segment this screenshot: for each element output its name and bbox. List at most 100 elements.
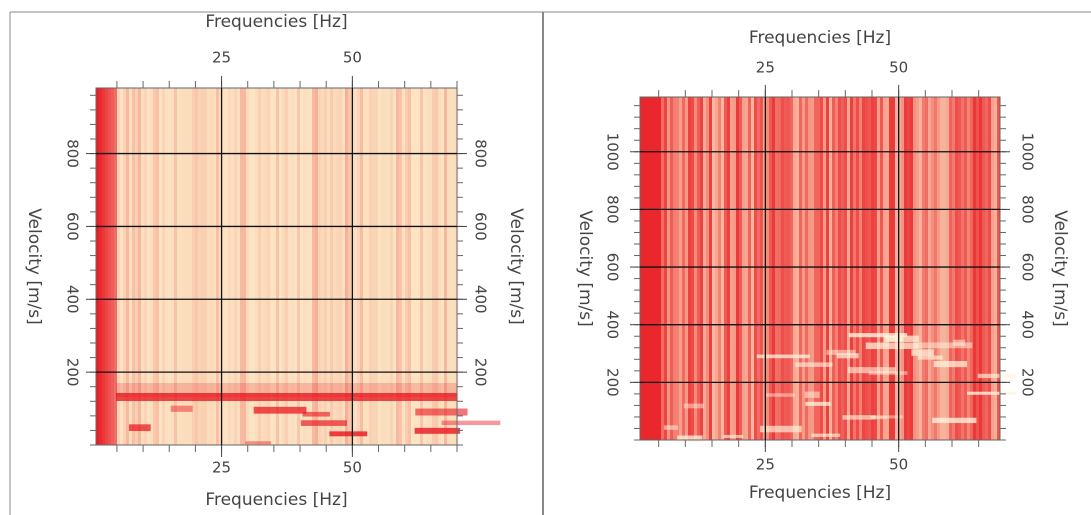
texture	[976, 97, 979, 440]
texture	[904, 97, 907, 440]
y-tick-label: 600	[472, 212, 490, 241]
texture	[683, 403, 704, 409]
texture	[159, 88, 162, 445]
texture	[952, 97, 955, 440]
x-axis-title: Frequencies [Hz]	[749, 483, 891, 503]
texture	[756, 354, 810, 359]
heatmap	[96, 88, 501, 445]
texture	[222, 88, 225, 445]
texture	[384, 88, 387, 445]
y-tick-label: 800	[64, 139, 82, 168]
texture	[886, 335, 903, 342]
texture	[853, 97, 856, 440]
texture	[916, 97, 919, 440]
y-axis-title: Velocity [m/s]	[1050, 210, 1070, 327]
texture	[153, 88, 156, 445]
texture	[168, 88, 171, 445]
texture	[664, 97, 667, 440]
y-tick-label: 200	[472, 358, 490, 387]
y-axis-title: Velocity [m/s]	[506, 208, 526, 325]
texture	[877, 97, 880, 440]
x-axis-title: Frequencies [Hz]	[205, 12, 347, 32]
texture	[688, 97, 691, 440]
texture	[763, 97, 766, 440]
texture	[868, 97, 871, 440]
texture	[709, 97, 712, 440]
texture	[414, 427, 461, 434]
texture	[444, 88, 447, 445]
texture	[848, 333, 908, 338]
texture	[441, 88, 444, 445]
texture	[964, 97, 967, 440]
texture	[225, 88, 228, 445]
texture	[715, 97, 718, 440]
texture	[264, 88, 267, 445]
texture	[844, 97, 847, 440]
texture	[204, 88, 207, 445]
texture	[862, 97, 865, 440]
texture	[811, 97, 814, 440]
texture	[195, 88, 198, 445]
texture	[329, 431, 368, 437]
texture	[297, 88, 300, 445]
texture	[285, 88, 288, 445]
texture	[105, 88, 108, 445]
texture	[300, 88, 303, 445]
texture	[369, 88, 372, 445]
texture	[836, 353, 859, 359]
texture	[928, 97, 931, 440]
texture	[174, 88, 177, 445]
y-tick-label: 200	[64, 358, 82, 387]
x-tick-label: 50	[343, 49, 362, 67]
texture	[694, 97, 697, 440]
texture	[267, 88, 270, 445]
texture	[760, 425, 802, 433]
texture	[114, 88, 117, 445]
texture	[787, 97, 790, 440]
texture	[643, 97, 646, 440]
texture	[144, 88, 147, 445]
y-tick-label: 1000	[1019, 133, 1037, 171]
texture	[116, 383, 457, 397]
y-tick-label: 600	[1019, 253, 1037, 282]
texture	[985, 97, 988, 440]
texture	[790, 97, 793, 440]
texture	[162, 88, 165, 445]
texture	[889, 97, 892, 440]
texture	[330, 88, 333, 445]
texture	[663, 425, 678, 430]
texture	[832, 97, 835, 440]
texture	[871, 97, 874, 440]
texture	[730, 97, 733, 440]
texture	[102, 88, 105, 445]
texture	[128, 424, 151, 432]
texture	[841, 97, 844, 440]
texture	[318, 88, 321, 445]
texture	[658, 97, 661, 440]
texture	[676, 97, 679, 440]
plot-frame	[639, 96, 1001, 441]
y-tick-label: 1000	[604, 133, 622, 171]
texture	[381, 88, 384, 445]
texture	[901, 97, 904, 440]
texture	[372, 88, 375, 445]
texture	[198, 88, 201, 445]
texture	[946, 97, 949, 440]
texture	[757, 97, 760, 440]
texture	[826, 349, 856, 355]
texture	[955, 97, 958, 440]
y-tick-label: 800	[604, 195, 622, 224]
texture	[189, 88, 192, 445]
texture	[838, 97, 841, 440]
y-tick-label: 600	[64, 212, 82, 241]
texture	[661, 97, 664, 440]
x-tick-label: 50	[343, 459, 362, 477]
texture	[925, 97, 928, 440]
texture	[940, 97, 943, 440]
texture	[769, 97, 772, 440]
texture	[796, 97, 799, 440]
texture	[910, 97, 913, 440]
texture	[748, 97, 751, 440]
texture	[842, 415, 876, 420]
texture	[848, 367, 896, 374]
